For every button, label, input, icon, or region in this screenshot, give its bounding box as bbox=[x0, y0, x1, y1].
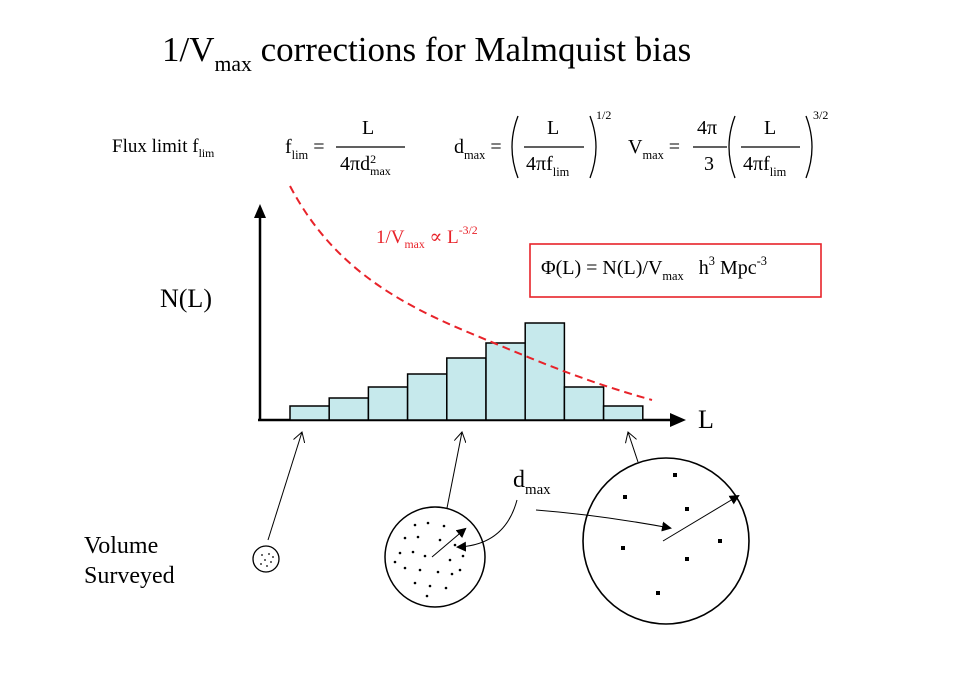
dmax-label: dmax bbox=[513, 467, 551, 498]
histogram-bar bbox=[406, 373, 448, 421]
x-axis-label: L bbox=[698, 405, 714, 434]
galaxy-dot bbox=[416, 535, 420, 539]
galaxy-dot bbox=[458, 568, 462, 572]
eq-flim-denominator: 4πd 2 max bbox=[340, 152, 391, 178]
histogram-bar bbox=[446, 357, 487, 421]
eq-flim-lhs: flim = bbox=[285, 136, 325, 162]
eq-vmax-numerator: L bbox=[764, 117, 777, 139]
dmax-connectors bbox=[456, 499, 672, 552]
galaxy-dot bbox=[413, 581, 417, 585]
volume-arrows bbox=[267, 432, 639, 541]
histogram-bar bbox=[563, 386, 605, 421]
histogram-bar bbox=[328, 397, 370, 421]
small-volume-circle bbox=[252, 545, 280, 573]
eq-vmax-coef-denominator: 3 bbox=[704, 153, 714, 175]
galaxy-dot bbox=[448, 558, 452, 562]
page-title: 1/Vmax corrections for Malmquist bias bbox=[162, 30, 692, 76]
galaxy-dot bbox=[461, 554, 465, 558]
large-volume-circle bbox=[582, 457, 750, 625]
y-axis-label: N(L) bbox=[160, 284, 212, 313]
galaxy-dot bbox=[425, 594, 429, 598]
galaxy-dot bbox=[393, 560, 397, 564]
medium-volume-circle bbox=[384, 506, 486, 608]
galaxy-dot bbox=[398, 551, 402, 555]
volume-surveyed-label: Volume Surveyed bbox=[84, 533, 175, 589]
phi-formula: Φ(L) = N(L)/Vmax h3 Mpc-3 bbox=[541, 253, 767, 283]
eq-dmax-power: 1/2 bbox=[596, 108, 612, 122]
eq-vmax-lhs: Vmax = bbox=[628, 136, 681, 162]
phi-box bbox=[529, 243, 822, 298]
eq-dmax-numerator: L bbox=[547, 117, 560, 139]
galaxy-dot bbox=[403, 566, 407, 570]
eq-flim-numerator: L bbox=[362, 117, 375, 139]
galaxy-dot bbox=[453, 543, 457, 547]
galaxy-dot bbox=[450, 572, 454, 576]
histogram-bar bbox=[524, 322, 566, 421]
galaxy-dot bbox=[413, 523, 417, 527]
curve-label: 1/Vmax ∝ L-3/2 bbox=[376, 224, 478, 252]
histogram-bar bbox=[485, 342, 526, 421]
y-axis bbox=[254, 204, 266, 420]
histogram-bar bbox=[289, 405, 330, 421]
galaxy-dot bbox=[423, 554, 427, 558]
histogram bbox=[289, 322, 644, 421]
eq-dmax-denominator: 4πflim bbox=[526, 153, 570, 179]
galaxy-dot bbox=[428, 584, 432, 588]
galaxy-dot bbox=[438, 538, 442, 542]
galaxy-dot bbox=[411, 550, 415, 554]
histogram-bar bbox=[367, 386, 409, 421]
eq-dmax-lhs: dmax = bbox=[454, 136, 502, 162]
eq-vmax-denominator: 4πflim bbox=[743, 153, 787, 179]
galaxy-dot bbox=[403, 536, 407, 540]
galaxy-dot bbox=[442, 524, 446, 528]
vmax-curve bbox=[289, 185, 653, 401]
galaxy-dot bbox=[426, 521, 430, 525]
galaxy-dot bbox=[444, 586, 448, 590]
eq-vmax-power: 3/2 bbox=[813, 108, 829, 122]
histogram-bar bbox=[602, 405, 644, 421]
galaxy-dot bbox=[436, 570, 440, 574]
galaxy-dot bbox=[418, 568, 422, 572]
eq-vmax-coef-numerator: 4π bbox=[697, 117, 718, 139]
flux-limit-label: Flux limit flim bbox=[112, 136, 215, 161]
equation-graphics bbox=[336, 115, 813, 179]
